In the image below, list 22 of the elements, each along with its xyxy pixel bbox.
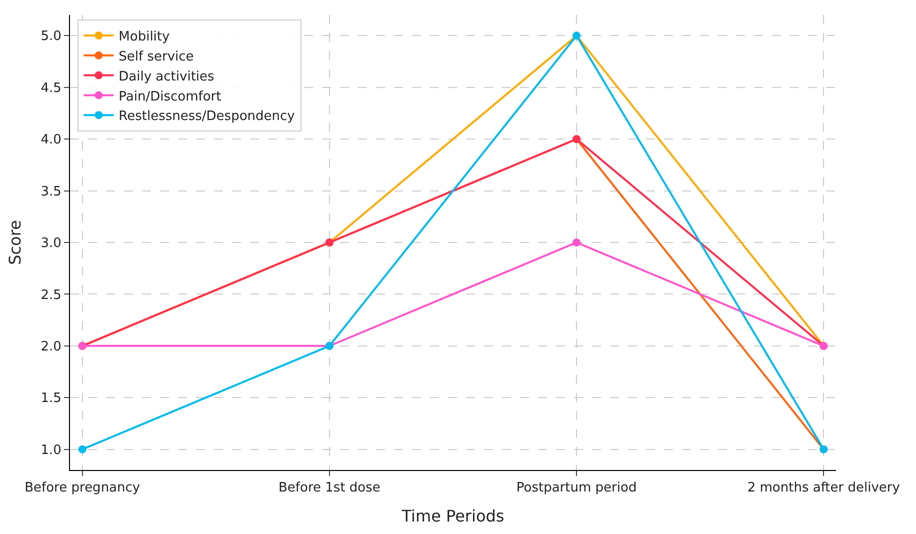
y-tick-label: 2.5: [40, 288, 62, 303]
point: [78, 445, 86, 454]
y-tick-label: 3.5: [40, 184, 62, 200]
y-tick-label: 1.0: [40, 442, 62, 458]
legend-label: Daily activities: [118, 69, 215, 84]
y-tick-label: 4.5: [40, 80, 62, 96]
point: [572, 238, 581, 246]
legend-label: Restlessness/Despondency: [118, 109, 296, 124]
x-axis-title: Time Periods: [400, 506, 504, 526]
x-tick-label: Before 1st dose: [278, 480, 380, 496]
y-tick-label: 2.0: [40, 339, 62, 354]
y-tick-label: 4.0: [40, 132, 62, 148]
y-axis-title: Score: [6, 220, 25, 265]
x-tick-label: 2 months after delivery: [747, 480, 900, 496]
legend-label: Self service: [118, 49, 194, 64]
x-tick-label: Before pregnancy: [24, 480, 140, 496]
x-tick-label: Postpartum period: [516, 480, 637, 496]
y-tick-label: 3.0: [40, 236, 62, 252]
legend-label: Mobility: [118, 30, 170, 45]
y-tick-label: 5.0: [40, 29, 62, 44]
y-tick-label: 1.5: [40, 391, 62, 406]
legend-label: Pain/Discomfort: [118, 89, 222, 104]
